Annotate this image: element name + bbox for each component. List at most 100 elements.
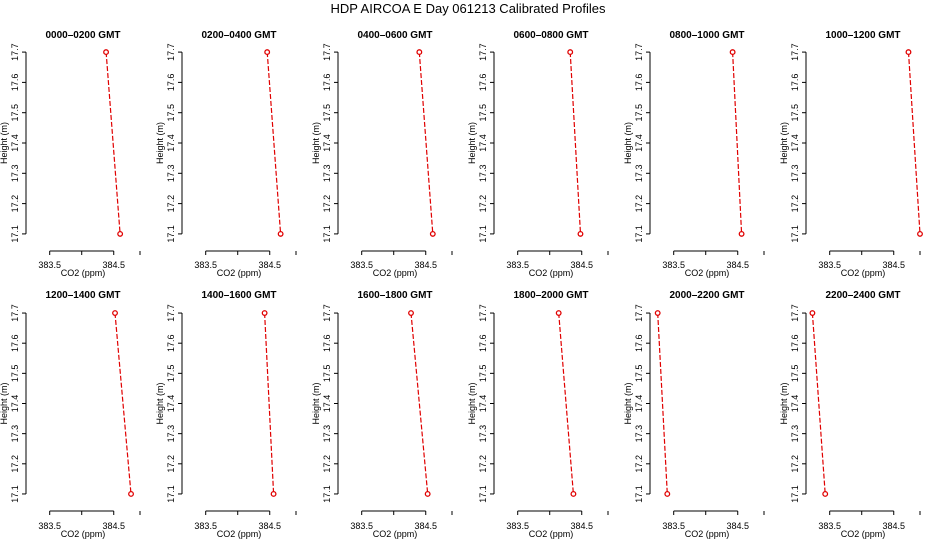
y-axis-label: Height (m): [623, 122, 633, 164]
y-tick-label: 17.4: [478, 395, 488, 413]
panel-title: 0600–0800 GMT: [513, 30, 588, 41]
y-tick-label: 17.6: [166, 74, 176, 92]
y-tick-label: 17.7: [166, 304, 176, 322]
panel-11: 2200–2400 GMT 17.1 17.2 17.3 17.4 17.5 17.6 17.…: [779, 290, 921, 539]
y-axis-label: Height (m): [779, 382, 789, 424]
series-line: [114, 312, 132, 495]
y-axis-label: Height (m): [623, 382, 633, 424]
y-tick-label: 17.5: [634, 365, 644, 383]
y-axis-label: Height (m): [0, 382, 9, 424]
x-tick-label: 383.5: [350, 260, 373, 270]
data-point: [424, 491, 431, 497]
data-point: [555, 310, 562, 316]
data-point: [429, 230, 436, 237]
y-tick-label: 17.6: [10, 74, 20, 92]
data-point: [577, 230, 584, 237]
y-tick-label: 17.1: [790, 485, 800, 503]
panel-4: 0800–1000 GMT 17.1 17.2 17.3 17.4 17.5 17.6 17.…: [623, 30, 765, 278]
y-tick-label: 17.2: [790, 195, 800, 213]
data-point: [117, 230, 124, 237]
panel-5: 1000–1200 GMT 17.1 17.2 17.3 17.4 17.5 17.6 17.…: [779, 30, 923, 278]
y-tick-label: 17.2: [634, 455, 644, 473]
data-point: [664, 491, 671, 497]
y-tick-label: 17.5: [634, 104, 644, 122]
x-tick-label: 384.5: [258, 521, 281, 531]
x-tick-label: 383.5: [350, 521, 373, 531]
x-tick-label: 383.5: [506, 521, 529, 531]
y-tick-label: 17.7: [322, 43, 332, 61]
y-tick-label: 17.6: [634, 74, 644, 92]
x-axis-label: CO2 (ppm): [61, 529, 106, 539]
y-axis-label: Height (m): [155, 382, 165, 424]
y-tick-label: 17.4: [10, 395, 20, 413]
series-line: [264, 312, 275, 495]
y-tick-label: 17.1: [478, 485, 488, 503]
series-line: [569, 52, 582, 234]
panel-title: 1200–1400 GMT: [45, 290, 120, 301]
x-axis-label: CO2 (ppm): [217, 529, 262, 539]
y-tick-label: 17.7: [790, 304, 800, 322]
panel-title: 1400–1600 GMT: [201, 290, 276, 301]
y-tick-label: 17.7: [634, 43, 644, 61]
y-tick-label: 17.3: [790, 165, 800, 183]
y-tick-label: 17.1: [10, 225, 20, 243]
data-point: [103, 49, 110, 56]
data-point: [270, 491, 277, 497]
x-tick-label: 383.5: [818, 521, 841, 531]
y-tick-label: 17.2: [10, 195, 20, 213]
x-tick-label: 383.5: [506, 260, 529, 270]
panel-6: 1200–1400 GMT 17.1 17.2 17.3 17.4 17.5 17.6 17.…: [0, 290, 141, 539]
y-tick-label: 17.5: [478, 365, 488, 383]
x-axis-label: CO2 (ppm): [685, 529, 730, 539]
x-tick-label: 384.5: [882, 521, 905, 531]
y-tick-label: 17.7: [322, 304, 332, 322]
y-tick-label: 17.2: [10, 455, 20, 473]
y-tick-label: 17.6: [322, 334, 332, 352]
x-tick-label: 384.5: [726, 521, 749, 531]
panel-10: 2000–2200 GMT 17.1 17.2 17.3 17.4 17.5 17.6 17.…: [623, 290, 765, 539]
x-tick-label: 383.5: [38, 521, 61, 531]
y-tick-label: 17.6: [634, 334, 644, 352]
y-tick-label: 17.7: [478, 43, 488, 61]
y-tick-label: 17.4: [790, 134, 800, 152]
panel-1: 0200–0400 GMT 17.1 17.2 17.3 17.4 17.5 17.6 17.…: [155, 30, 297, 278]
y-tick-label: 17.4: [790, 395, 800, 413]
y-tick-label: 17.3: [166, 165, 176, 183]
data-point: [277, 230, 284, 237]
y-tick-label: 17.1: [322, 225, 332, 243]
data-point: [570, 491, 577, 497]
panel-title: 2200–2400 GMT: [825, 290, 900, 301]
y-tick-label: 17.4: [478, 134, 488, 152]
y-tick-label: 17.5: [166, 365, 176, 383]
y-tick-label: 17.3: [322, 425, 332, 443]
data-point: [905, 49, 912, 56]
y-tick-label: 17.3: [166, 425, 176, 443]
y-axis-label: Height (m): [311, 382, 321, 424]
panel-7: 1400–1600 GMT 17.1 17.2 17.3 17.4 17.5 17.6 17.…: [155, 290, 297, 539]
x-axis-label: CO2 (ppm): [529, 529, 574, 539]
y-tick-label: 17.1: [478, 225, 488, 243]
y-tick-label: 17.3: [478, 425, 488, 443]
y-tick-label: 17.6: [478, 74, 488, 92]
series-line: [105, 52, 121, 234]
data-point: [264, 49, 271, 56]
y-axis-label: Height (m): [155, 122, 165, 164]
y-tick-label: 17.4: [166, 395, 176, 413]
y-tick-label: 17.1: [10, 485, 20, 503]
y-tick-label: 17.7: [166, 43, 176, 61]
x-axis-label: CO2 (ppm): [841, 268, 886, 278]
figure-title: HDP AIRCOA E Day 061213 Calibrated Profi…: [330, 1, 606, 16]
data-point: [408, 310, 414, 316]
series-line: [418, 52, 434, 234]
y-tick-label: 17.5: [478, 104, 488, 122]
x-tick-label: 384.5: [102, 521, 125, 531]
series-line: [657, 312, 668, 495]
data-point: [738, 230, 745, 237]
y-tick-label: 17.3: [322, 165, 332, 183]
y-tick-label: 17.1: [634, 225, 644, 243]
panel-3: 0600–0800 GMT 17.1 17.2 17.3 17.4 17.5 17.6 17.…: [467, 30, 609, 278]
series-line: [732, 52, 743, 234]
x-tick-label: 383.5: [662, 260, 685, 270]
series-line: [266, 52, 282, 234]
